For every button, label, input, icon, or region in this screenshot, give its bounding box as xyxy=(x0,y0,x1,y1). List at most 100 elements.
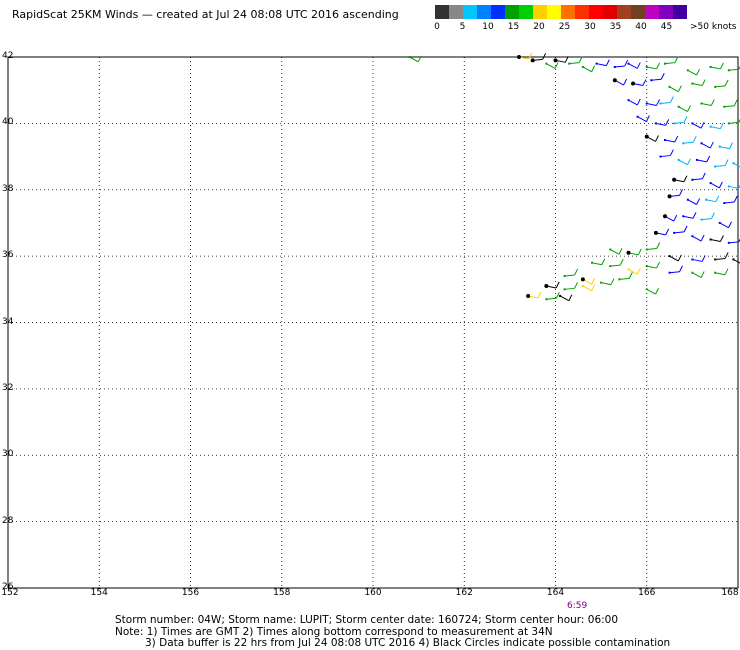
contamination-circle xyxy=(553,58,558,63)
colorbar-segment xyxy=(631,5,645,19)
colorbar-segment xyxy=(449,5,463,19)
colorbar-segment xyxy=(477,5,491,19)
colorbar-segment xyxy=(561,5,575,19)
contamination-circle xyxy=(663,214,667,219)
wind-barb xyxy=(691,271,705,278)
wind-barb xyxy=(673,116,688,125)
wind-barb xyxy=(664,135,679,143)
notes-line-3: 3) Data buffer is 22 hrs from Jul 24 08:… xyxy=(145,637,671,649)
wind-barb xyxy=(613,59,629,68)
colorbar-segment xyxy=(547,5,561,19)
wind-barb xyxy=(723,99,738,108)
wind-barb xyxy=(563,282,579,291)
wind-barb xyxy=(627,267,641,275)
wind-barb xyxy=(677,158,691,166)
longitude-label: 164 xyxy=(546,588,565,598)
colorbar-label: 0 xyxy=(434,22,440,32)
wind-barb xyxy=(595,59,610,67)
wind-barb xyxy=(627,98,641,106)
contamination-circle xyxy=(517,55,521,59)
wind-barb xyxy=(668,85,682,93)
contamination-circle xyxy=(544,283,549,288)
wind-barb xyxy=(645,99,660,106)
wind-barb xyxy=(682,136,697,145)
colorbar-label: 35 xyxy=(609,22,622,32)
longitude-label: 168 xyxy=(721,588,739,598)
contamination-circle xyxy=(580,277,585,282)
longitude-label: 160 xyxy=(364,588,382,598)
wind-barb xyxy=(732,258,740,264)
colorbar-label: 15 xyxy=(507,22,520,32)
wind-barb xyxy=(732,162,740,168)
wind-barb xyxy=(645,287,659,295)
colorbar-label: 40 xyxy=(635,22,647,32)
colorbar-segment xyxy=(645,5,659,19)
colorbar-segment xyxy=(435,5,449,19)
wind-barb xyxy=(727,238,740,244)
wind-barb xyxy=(609,248,623,255)
wind-barb xyxy=(682,212,697,219)
wind-barb xyxy=(609,258,624,268)
latitude-label: 40 xyxy=(2,117,14,128)
wind-barb xyxy=(581,65,596,73)
colorbar-segment xyxy=(463,5,477,19)
wind-barb xyxy=(645,62,660,70)
wind-barb xyxy=(691,79,706,87)
wind-barb xyxy=(727,118,740,125)
wind-barb xyxy=(636,115,650,122)
wind-barb xyxy=(695,155,711,163)
latitude-label: 28 xyxy=(2,515,14,526)
wind-barb xyxy=(700,141,714,149)
wind-barb xyxy=(691,121,705,129)
wind-barb xyxy=(691,234,705,242)
wind-barb xyxy=(700,99,715,106)
colorbar-label: 45 xyxy=(660,22,673,32)
wind-barb xyxy=(581,284,596,292)
wind-barb xyxy=(714,159,729,168)
wind-barb xyxy=(668,254,682,262)
colorbar-segment xyxy=(491,5,505,19)
colorbar-label: 5 xyxy=(459,22,466,32)
wind-barb xyxy=(618,272,633,281)
wind-barb xyxy=(591,258,606,266)
colorbar-label: 30 xyxy=(584,22,596,32)
colorbar-segment xyxy=(673,5,687,19)
latitude-label: 34 xyxy=(2,316,14,327)
wind-barb xyxy=(559,294,573,302)
wind-barb xyxy=(718,142,733,150)
longitude-label: 154 xyxy=(90,588,108,598)
longitude-label: 166 xyxy=(638,588,656,598)
latitude-label: 26 xyxy=(2,582,14,592)
wind-barb xyxy=(654,119,670,126)
wind-barb xyxy=(709,62,724,70)
wind-barb xyxy=(408,55,422,63)
wind-barb xyxy=(600,278,615,286)
wind-barb xyxy=(664,56,679,65)
colorbar-segment xyxy=(519,5,533,19)
notes-line-2: Note: 1) Times are GMT 2) Times along bo… xyxy=(115,626,553,638)
latitude-label: 32 xyxy=(2,382,14,393)
wind-barb xyxy=(709,122,724,130)
longitude-label: 156 xyxy=(181,588,200,598)
latitude-label: 38 xyxy=(2,183,14,194)
wind-barb xyxy=(714,79,729,88)
colorbar-label: 10 xyxy=(482,22,494,32)
longitude-label: 158 xyxy=(273,588,291,598)
wind-barb xyxy=(563,268,579,278)
colorbar-segment xyxy=(533,5,547,19)
colorbar-label: 25 xyxy=(558,22,571,32)
wind-barb xyxy=(545,62,559,69)
latitude-label: 36 xyxy=(2,250,14,261)
plot-title: RapidScat 25KM Winds — created at Jul 24… xyxy=(12,8,399,21)
colorbar-label: 20 xyxy=(533,22,545,32)
contamination-circle xyxy=(626,250,631,255)
contamination-circle xyxy=(667,194,672,199)
colorbar-segment xyxy=(589,5,603,19)
wind-barb xyxy=(705,195,720,203)
latitude-label: 42 xyxy=(2,51,14,61)
wind-barb xyxy=(723,195,738,205)
wind-barb xyxy=(627,62,641,69)
contamination-circle xyxy=(526,293,531,298)
wind-barb xyxy=(668,265,683,274)
